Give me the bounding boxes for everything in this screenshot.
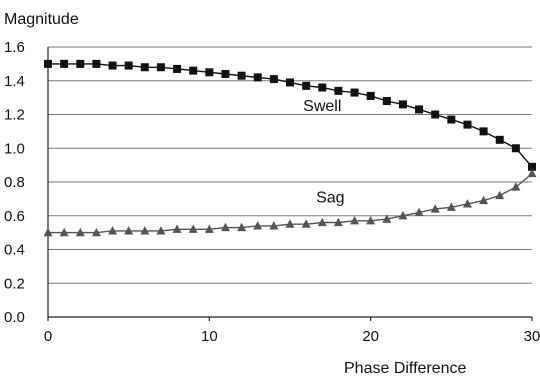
sag-point [350,216,360,225]
sag-point [75,227,85,237]
sag-point [108,226,118,235]
x-tick-label: 30 [524,328,540,345]
swell-point [398,100,407,109]
swell-point [511,144,520,153]
x-tick-label: 20 [362,328,379,345]
sag-point [479,195,489,205]
y-tick-label: 1.6 [4,39,25,56]
sag-point [124,226,134,235]
sag-point [462,199,472,208]
y-tick-label: 1.2 [4,107,25,124]
sag-point [333,217,343,227]
swell-point [221,70,230,78]
sag-point [156,226,166,235]
sag-point [59,227,69,237]
data-series [43,59,537,237]
swell-point [463,120,472,129]
sag-point [527,168,537,178]
swell-point [350,88,359,97]
sag-point [91,227,101,237]
swell-point [140,63,149,72]
sag-point [237,222,247,232]
sag-point [172,224,182,233]
gridlines [48,46,532,284]
sag-point [204,224,214,233]
swell-point [479,127,488,136]
swell-point [237,71,246,80]
swell-series-label: Swell [303,98,341,115]
y-tick-label: 0.6 [4,208,25,225]
y-tick-label: 0.2 [4,275,25,292]
swell-point [366,91,375,100]
swell-point [382,97,391,105]
swell-point [76,59,85,68]
y-tick-label: 1.4 [4,73,25,90]
sag-point [140,226,150,235]
swell-point [286,78,294,87]
axes [47,47,533,321]
x-axis-title: Phase Difference [344,360,467,377]
sag-point [188,224,198,233]
sag-point [43,227,53,237]
swell-point [447,115,456,124]
swell-point [60,59,69,68]
swell-point [92,59,101,68]
sag-point [446,202,456,211]
sag-series-label: Sag [316,189,344,206]
sag-point [511,182,521,191]
swell-point [108,61,117,70]
swell-point [156,63,165,72]
sag-point [398,210,408,220]
sag-point [253,221,263,230]
sag-point [382,214,392,223]
sag-point [285,219,295,228]
y-tick-label: 0.8 [4,174,25,191]
sag-point [220,222,230,232]
sag-point [430,204,440,213]
swell-point [253,73,262,82]
swell-point [528,162,536,171]
swell-point [318,83,327,92]
y-tick-label: 1.0 [4,140,25,157]
swell-point [334,86,343,95]
sag-point [495,190,505,200]
sag-point [414,207,424,216]
sag-point [366,216,376,225]
y-tick-label: 0.4 [4,242,25,259]
sag-point [269,221,279,230]
swell-point [415,105,424,114]
swell-point [189,66,198,75]
swell-point [205,68,214,77]
swell-point [269,75,278,84]
sag-point [317,217,327,227]
x-tick-label: 10 [201,328,218,345]
y-tick-label: 0.0 [4,309,25,326]
x-tick-label: 0 [44,328,52,345]
swell-point [44,59,52,68]
swell-point [173,64,182,73]
sag-series [43,168,537,237]
y-axis-title: Magnitude [4,11,79,28]
swell-point [302,81,311,90]
swell-point [124,61,133,70]
sag-point [301,219,311,228]
swell-point [495,135,504,144]
swell-point [431,110,440,119]
labels: Magnitude Phase Difference 0.0 0.2 0.4 0.6 0… [4,11,540,377]
swell-series [44,59,536,171]
